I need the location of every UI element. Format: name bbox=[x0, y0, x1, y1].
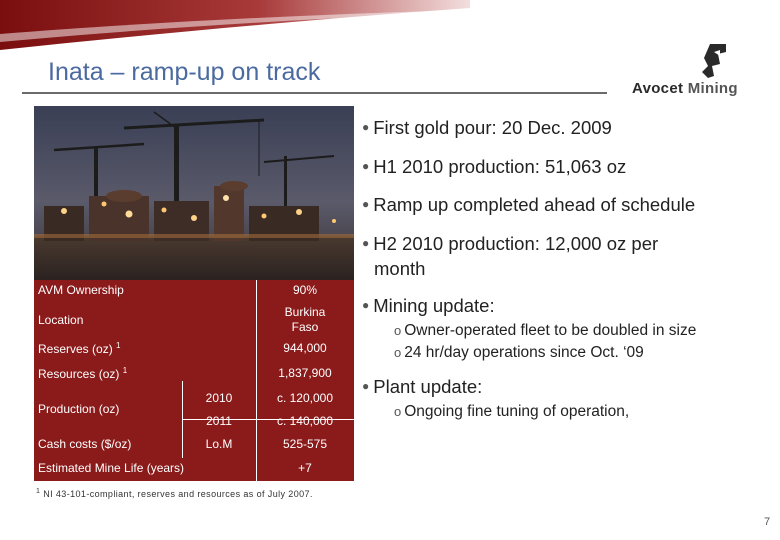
sub-bullet-text: Owner-operated fleet to be doubled in si… bbox=[404, 322, 697, 339]
title-divider bbox=[22, 92, 607, 94]
mine-life-value: +7 bbox=[298, 461, 312, 475]
bullet-text: H2 2010 production: 12,000 oz per bbox=[373, 233, 659, 254]
bullet-h2-production-cont: month bbox=[374, 258, 426, 279]
cash-costs-label: Cash costs ($/oz) bbox=[38, 437, 132, 451]
bullet-text: Ramp up completed ahead of schedule bbox=[373, 194, 696, 215]
sub-bullet-text: 24 hr/day operations since Oct. ‘09 bbox=[404, 344, 644, 361]
sub-bullet-text: Ongoing fine tuning of operation, bbox=[404, 403, 630, 420]
resources-value: 1,837,900 bbox=[278, 366, 332, 380]
cash-costs-period: Lo.M bbox=[205, 437, 233, 451]
bullet-icon: ● bbox=[362, 159, 370, 173]
sub-bullet-icon: o bbox=[394, 404, 402, 419]
resources-label: Resources (oz) 1 bbox=[38, 366, 127, 381]
header-swoosh bbox=[0, 0, 470, 50]
bullet-plant-update: ● Plant update: bbox=[362, 376, 482, 398]
ownership-label: AVM Ownership bbox=[38, 283, 124, 297]
logo-word-mining: Mining bbox=[687, 80, 738, 97]
production-label: Production (oz) bbox=[38, 402, 120, 416]
bullet-h2-production: ● H2 2010 production: 12,000 oz per bbox=[362, 233, 658, 255]
bullet-icon: ● bbox=[362, 120, 370, 134]
mine-life-label: Estimated Mine Life (years) bbox=[38, 461, 185, 475]
bullet-text: Mining update: bbox=[373, 295, 495, 316]
avocet-logo-icon bbox=[702, 44, 726, 78]
table-col-divider bbox=[256, 280, 257, 481]
bullet-mining-update: ● Mining update: bbox=[362, 295, 495, 317]
reserves-label: Reserves (oz) 1 bbox=[38, 341, 120, 356]
sub-bullet-operations: o 24 hr/day operations since Oct. ‘09 bbox=[394, 344, 644, 362]
footnote-text: NI 43-101-compliant, reserves and resour… bbox=[43, 489, 313, 499]
bullet-icon: ● bbox=[362, 379, 370, 393]
bullet-text: H1 2010 production: 51,063 oz bbox=[373, 156, 627, 177]
bullet-ramp-up: ● Ramp up completed ahead of schedule bbox=[362, 194, 695, 216]
reserves-label-text: Reserves (oz) bbox=[38, 342, 113, 356]
logo-word-avocet: Avocet bbox=[632, 80, 684, 97]
location-value: Burkina Faso bbox=[256, 305, 354, 335]
mine-site-photo bbox=[34, 106, 354, 281]
cash-costs-value: 525-575 bbox=[282, 437, 328, 451]
project-facts-table: AVM Ownership 90% Location Burkina Faso … bbox=[34, 280, 354, 481]
resources-footnote-mark: 1 bbox=[122, 366, 128, 375]
ownership-value: 90% bbox=[292, 283, 318, 297]
production-value-2011: c. 140,000 bbox=[276, 414, 334, 428]
bullet-icon: ● bbox=[362, 298, 370, 312]
bullet-icon: ● bbox=[362, 197, 370, 211]
reserves-value: 944,000 bbox=[283, 341, 327, 355]
location-label: Location bbox=[38, 313, 84, 327]
sub-bullet-icon: o bbox=[394, 345, 402, 360]
production-year-2010: 2010 bbox=[205, 391, 233, 405]
bullet-text: First gold pour: 20 Dec. 2009 bbox=[373, 117, 612, 138]
footnote-mark: 1 bbox=[36, 488, 41, 495]
page-number: 7 bbox=[764, 516, 771, 528]
sub-bullet-tuning: o Ongoing fine tuning of operation, bbox=[394, 403, 629, 421]
location-value-line2: Faso bbox=[291, 320, 319, 334]
resources-label-text: Resources (oz) bbox=[38, 367, 120, 381]
sub-bullet-fleet: o Owner-operated fleet to be doubled in s… bbox=[394, 322, 696, 340]
logo-wordmark: Avocet Mining bbox=[632, 80, 738, 97]
table-row-divider bbox=[182, 419, 354, 420]
table-footnote: 1 NI 43-101-compliant, reserves and reso… bbox=[36, 488, 313, 499]
location-value-line1: Burkina bbox=[284, 305, 326, 319]
sub-bullet-icon: o bbox=[394, 323, 402, 338]
production-year-2011: 2011 bbox=[206, 414, 232, 428]
bullet-h1-production: ● H1 2010 production: 51,063 oz bbox=[362, 156, 626, 178]
production-value-2010: c. 120,000 bbox=[276, 391, 334, 405]
reserves-footnote-mark: 1 bbox=[116, 341, 121, 350]
bullet-icon: ● bbox=[362, 236, 370, 250]
slide-title: Inata – ramp-up on track bbox=[48, 58, 321, 86]
bullet-first-gold-pour: ● First gold pour: 20 Dec. 2009 bbox=[362, 117, 612, 139]
bullet-text: Plant update: bbox=[373, 376, 483, 397]
